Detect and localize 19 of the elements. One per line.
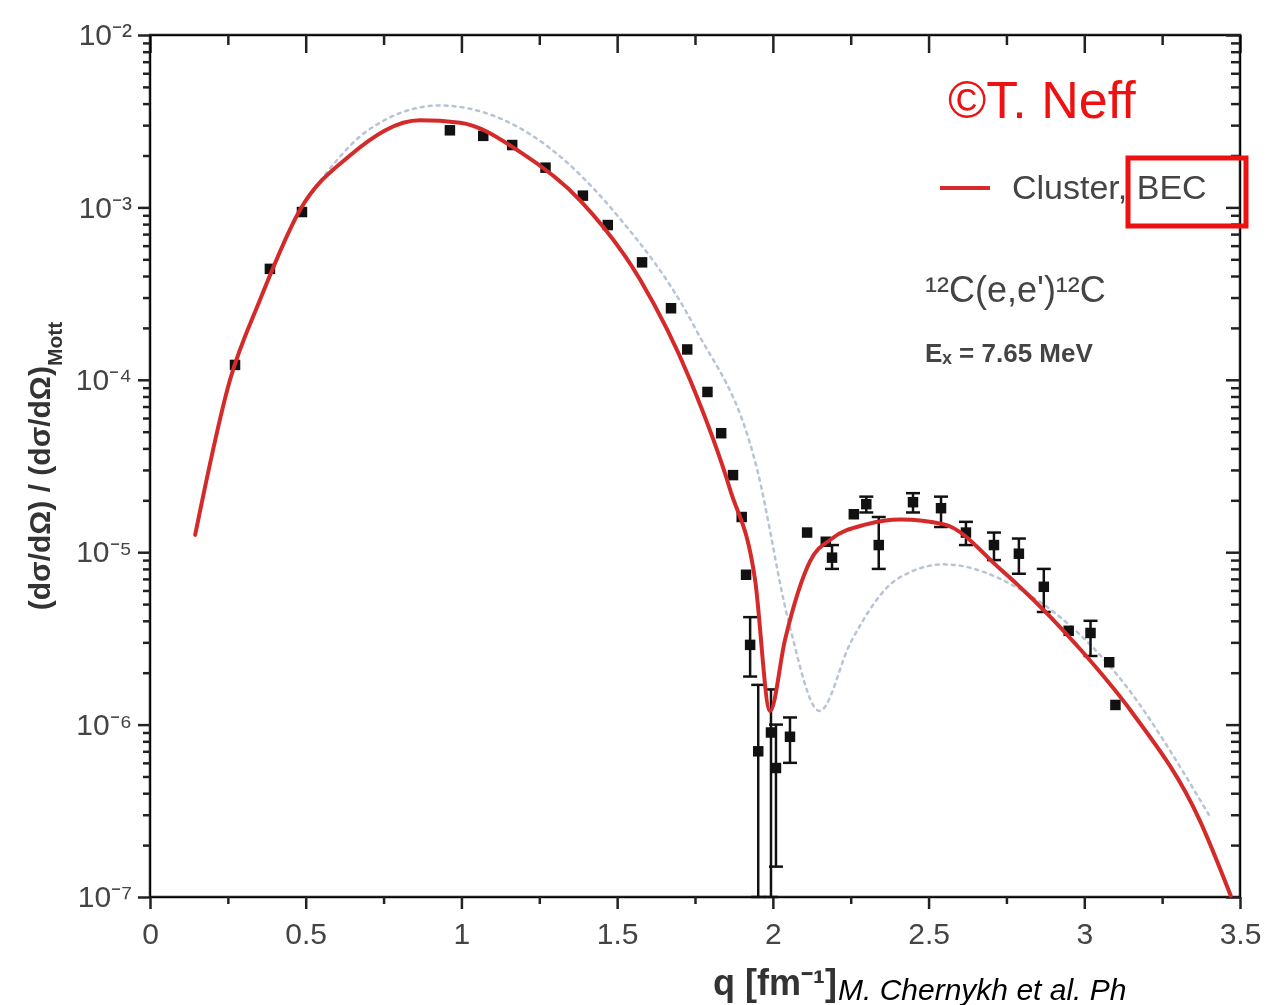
x-tick-label: 0.5: [285, 917, 328, 951]
y-tick-label: 10⁻²: [78, 18, 133, 52]
annotation: ©T. Neff: [948, 71, 1137, 129]
y-tick-label: 10⁻⁴: [75, 362, 132, 396]
y-tick-label: 10⁻³: [78, 190, 133, 224]
x-tick-label: 0: [142, 917, 159, 951]
annotation: ¹²C(e,e')¹²C: [925, 269, 1106, 310]
annotation: Eₓ = 7.65 MeV: [925, 338, 1094, 368]
x-axis-title: q [fm⁻¹]: [713, 962, 837, 1003]
y-tick-label: 10⁻⁵: [76, 535, 132, 569]
x-tick-label: 1: [453, 917, 471, 951]
x-tick-label: 1.5: [596, 917, 639, 951]
y-tick-label: 10⁻⁷: [77, 880, 132, 914]
x-tick-label: 3.5: [1219, 917, 1262, 951]
x-tick-label: 3: [1076, 917, 1094, 951]
legend-label: Cluster, BEC: [1012, 168, 1207, 206]
x-tick-label: 2: [765, 917, 782, 951]
y-tick-label: 10⁻⁶: [76, 707, 132, 741]
x-tick-label: 2.5: [908, 917, 950, 951]
